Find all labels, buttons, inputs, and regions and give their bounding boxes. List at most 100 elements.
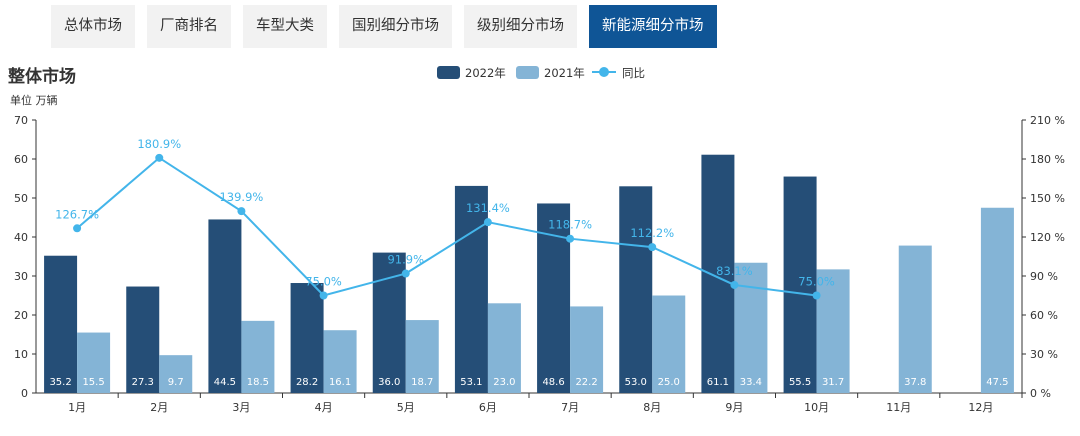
yoy-label: 83.1% [716,264,753,278]
x-tick-label: 8月 [643,401,661,414]
y2-tick-label: 210 % [1030,114,1065,127]
bar-2021 [159,355,193,393]
x-tick-label: 11月 [886,401,911,414]
y-tick-label: 30 [14,270,28,283]
x-tick-label: 4月 [315,401,333,414]
bar-label: 28.2 [296,377,318,388]
x-tick-label: 7月 [561,401,579,414]
legend-label-yoy: 同比 [622,66,645,80]
bar-label: 35.2 [49,377,71,388]
x-tick-label: 12月 [968,401,993,414]
bar-2022 [701,154,735,393]
legend-swatch-2021 [516,66,539,79]
bar-2021 [980,207,1014,393]
y-tick-label: 70 [14,114,28,127]
tab-bar: 总体市场 厂商排名 车型大类 国别细分市场 级别细分市场 新能源细分市场 [51,5,717,48]
yoy-point [648,243,657,252]
legend-label-2021: 2021年 [544,66,585,80]
x-tick-label: 3月 [232,401,250,414]
bar-label: 16.1 [329,377,351,388]
y-tick-label: 40 [14,231,28,244]
bar-label: 55.5 [789,377,811,388]
yoy-line [76,156,817,297]
bar-label: 18.5 [247,377,269,388]
bar-label: 18.7 [411,377,433,388]
bar-2021 [816,269,850,393]
bar-label: 33.4 [740,377,762,388]
bar-2021 [241,320,275,393]
y2-tick-label: 60 % [1030,309,1058,322]
yoy-point [155,153,164,162]
x-tick-label: 9月 [725,401,743,414]
bar-label: 25.0 [658,377,680,388]
y2-tick-label: 120 % [1030,231,1065,244]
y2-tick-label: 180 % [1030,153,1065,166]
yoy-label: 75.0% [305,275,342,289]
y2-tick-label: 30 % [1030,348,1058,361]
tab-2[interactable]: 车型大类 [243,5,327,48]
y2-tick-label: 150 % [1030,192,1065,205]
yoy-point [812,291,821,300]
bar-2021 [77,332,111,393]
yoy-point [730,280,739,289]
bar-label: 9.7 [168,377,184,388]
bar-label: 31.7 [822,377,844,388]
x-tick-label: 10月 [804,401,829,414]
bar-2022 [44,255,78,393]
yoy-label: 118.7% [548,218,592,232]
bar-label: 36.0 [378,377,400,388]
bar-2022 [783,176,817,393]
x-tick-label: 5月 [397,401,415,414]
yoy-point [483,218,492,227]
bar-label: 23.0 [493,377,515,388]
bar-label: 61.1 [707,377,729,388]
y-tick-label: 60 [14,153,28,166]
x-tick-label: 6月 [479,401,497,414]
yoy-point [401,269,410,278]
bar-2021 [487,303,521,393]
y2-tick-label: 90 % [1030,270,1058,283]
y2-tick-label: 0 % [1030,387,1051,400]
bar-2021 [570,306,604,393]
tab-3[interactable]: 国别细分市场 [339,5,452,48]
bar-label: 53.1 [460,377,482,388]
bar-label: 48.6 [542,377,564,388]
yoy-label: 75.0% [798,275,835,289]
yoy-label: 112.2% [630,226,674,240]
legend-marker-yoy [599,67,609,77]
bar-2021 [323,330,357,393]
unit-label: 单位 万辆 [10,94,58,107]
chart-title: 整体市场 [8,67,76,87]
bar-label: 47.5 [986,377,1008,388]
x-tick-label: 2月 [150,401,168,414]
bar-label: 22.2 [575,377,597,388]
yoy-point [237,207,246,216]
legend-label-2022: 2022年 [465,66,506,80]
tab-0[interactable]: 总体市场 [51,5,135,48]
bar-label: 37.8 [904,377,926,388]
tab-1[interactable]: 厂商排名 [147,5,231,48]
bar-2022 [372,252,406,393]
y-tick-label: 0 [21,387,28,400]
yoy-label: 126.7% [55,207,99,221]
bar-2022 [208,219,242,393]
bar-label: 15.5 [82,377,104,388]
bar-label: 27.3 [132,377,154,388]
bar-2021 [898,245,932,393]
x-tick-label: 1月 [68,401,86,414]
yoy-label: 139.9% [219,190,263,204]
tab-5[interactable]: 新能源细分市场 [589,5,717,48]
yoy-label: 180.9% [137,137,181,151]
yoy-point [566,234,575,243]
yoy-label: 91.9% [387,253,424,267]
bar-2021 [652,295,686,393]
yoy-point [319,291,328,300]
tab-4[interactable]: 级别细分市场 [464,5,577,48]
y-tick-label: 50 [14,192,28,205]
bar-2022 [454,185,488,393]
bar-2022 [290,283,324,393]
yoy-label: 131.4% [466,201,510,215]
bar-2021 [405,320,439,393]
yoy-point [73,224,82,233]
